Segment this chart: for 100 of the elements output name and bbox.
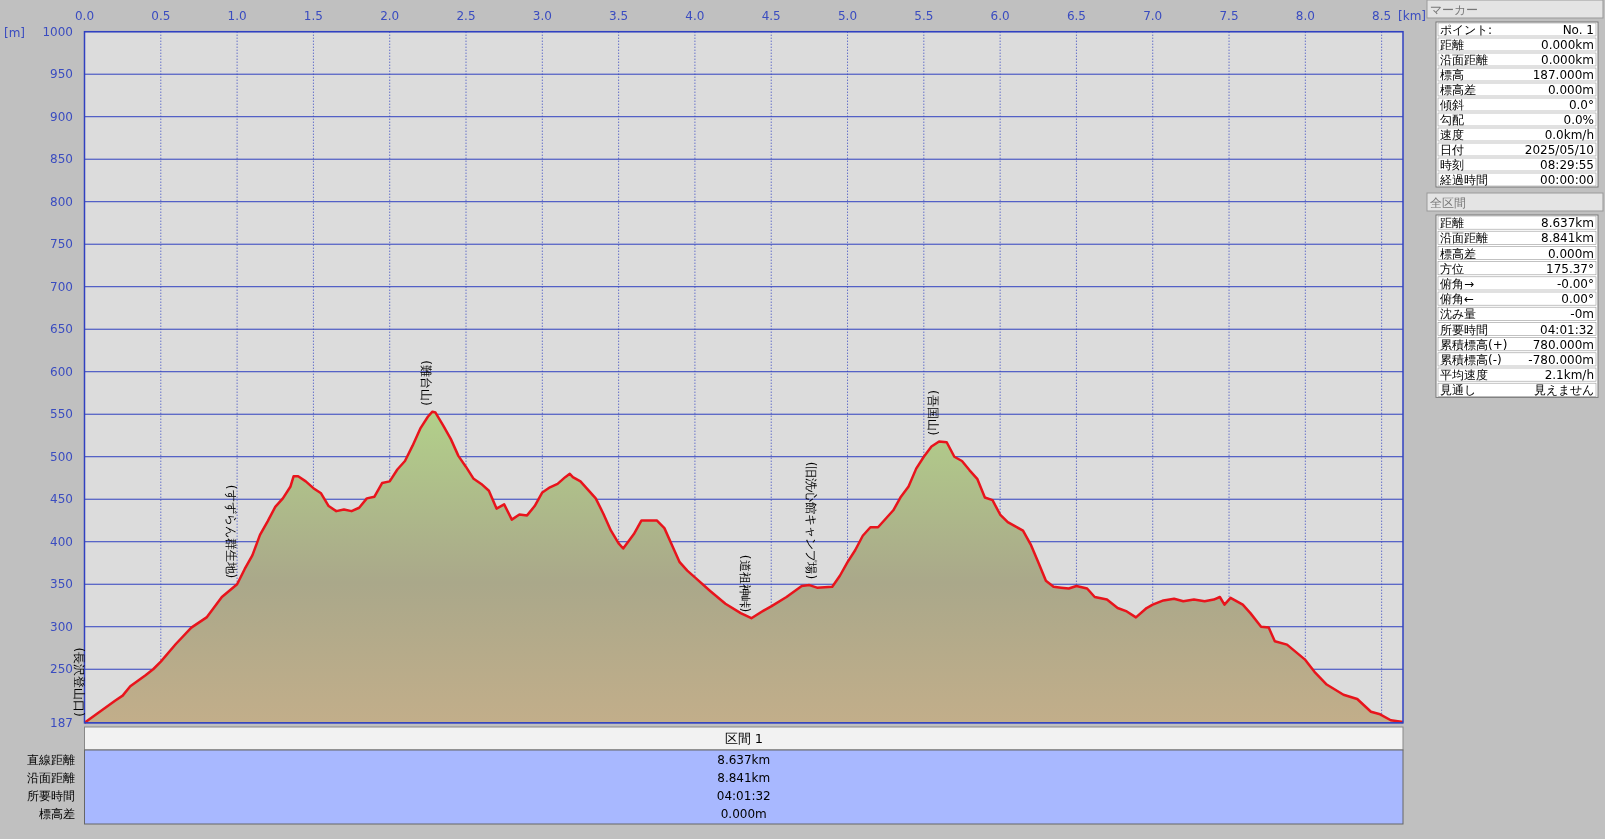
y-tick-label: 400 bbox=[50, 534, 73, 549]
text: 全区間 bbox=[1430, 196, 1466, 210]
text: 平均速度 bbox=[1440, 368, 1488, 383]
text: 8.841km bbox=[717, 771, 771, 785]
y-tick-label: 300 bbox=[50, 619, 73, 634]
text: 区間 1 bbox=[724, 731, 763, 746]
text: 0.000m bbox=[720, 807, 767, 821]
y-tick-label: 187 bbox=[50, 715, 73, 730]
text: マーカー bbox=[1430, 3, 1478, 17]
x-axis-title: [km] bbox=[1398, 9, 1427, 23]
x-tick-label: 5.0 bbox=[837, 9, 858, 23]
text: 沿面距離 bbox=[1440, 231, 1488, 246]
y-tick-label: 750 bbox=[50, 237, 73, 252]
text: 0.0km/h bbox=[1544, 128, 1594, 142]
text: 速度 bbox=[1440, 128, 1464, 142]
text: 2.1km/h bbox=[1544, 368, 1594, 383]
text: 標高差 bbox=[1440, 246, 1476, 261]
y-tick-label: 450 bbox=[50, 492, 73, 507]
x-tick-label: 6.5 bbox=[1066, 9, 1086, 23]
y-tick-label: 600 bbox=[50, 364, 73, 379]
x-tick-label: 0.0 bbox=[74, 9, 95, 23]
text: 187.000m bbox=[1532, 68, 1594, 82]
text: 0.000m bbox=[1547, 246, 1594, 261]
y-tick-label: 850 bbox=[50, 152, 73, 167]
annotation: (道祖神峠) bbox=[738, 554, 753, 613]
annotation: (長沢登山口) bbox=[71, 647, 86, 717]
text: -0.00° bbox=[1556, 277, 1594, 291]
text: 勾配 bbox=[1440, 113, 1464, 127]
text: No. 1 bbox=[1562, 23, 1594, 37]
annotation: (吾国山) bbox=[926, 390, 941, 436]
text: 標高 bbox=[1440, 68, 1464, 82]
y-tick-label: 1000 bbox=[42, 24, 73, 39]
x-tick-label: 7.0 bbox=[1143, 9, 1163, 23]
x-tick-label: 4.0 bbox=[685, 9, 705, 23]
y-tick-label: 500 bbox=[50, 449, 73, 464]
text: 累積標高(+) bbox=[1440, 337, 1508, 352]
text: 0.000km bbox=[1541, 38, 1594, 52]
text: 距離 bbox=[1440, 216, 1464, 231]
annotation: (難台山) bbox=[419, 360, 434, 406]
x-tick-label: 8.0 bbox=[1295, 9, 1315, 23]
text: 日付 bbox=[1440, 143, 1464, 157]
text: 累積標高(-) bbox=[1440, 353, 1502, 367]
y-tick-label: 550 bbox=[50, 407, 73, 422]
text: 0.000km bbox=[1541, 53, 1594, 67]
y-tick-label: 700 bbox=[50, 279, 73, 294]
x-tick-label: 0.5 bbox=[151, 9, 171, 23]
y-tick-label: 900 bbox=[50, 109, 73, 124]
text: ポイント: bbox=[1440, 23, 1493, 37]
text: 俯角← bbox=[1440, 292, 1475, 307]
text: 方位 bbox=[1440, 261, 1464, 276]
text: 沿面距離 bbox=[27, 771, 75, 785]
text: 標高差 bbox=[1440, 83, 1476, 97]
x-tick-label: 3.0 bbox=[532, 9, 552, 23]
x-tick-label: 5.5 bbox=[914, 9, 934, 23]
annotation: (旧洗心館キャンプ場) bbox=[804, 461, 818, 580]
annotation: (すずらん群生地) bbox=[224, 484, 239, 579]
y-tick-label: 800 bbox=[50, 194, 73, 209]
text: 2025/05/10 bbox=[1524, 143, 1594, 157]
text: 沿面距離 bbox=[1440, 53, 1488, 67]
x-tick-label: 1.5 bbox=[303, 9, 323, 23]
y-tick-label: 350 bbox=[50, 577, 73, 592]
text: 08:29:55 bbox=[1540, 158, 1594, 172]
text: -780.000m bbox=[1528, 353, 1594, 367]
text: 0.0° bbox=[1568, 98, 1594, 112]
x-tick-label: 2.5 bbox=[456, 9, 476, 23]
x-tick-label: 7.5 bbox=[1219, 9, 1239, 23]
y-axis-title: [m] bbox=[4, 26, 26, 40]
text: 8.637km bbox=[1541, 216, 1594, 231]
text: 所要時間 bbox=[27, 789, 75, 803]
text: 見えません bbox=[1534, 383, 1594, 398]
text: 8.637km bbox=[717, 753, 771, 767]
x-tick-label: 1.0 bbox=[227, 9, 247, 23]
text: 直線距離 bbox=[27, 753, 75, 767]
text: 俯角→ bbox=[1440, 277, 1475, 291]
x-tick-label: 4.5 bbox=[761, 9, 781, 23]
text: 04:01:32 bbox=[1540, 322, 1594, 337]
text: 距離 bbox=[1440, 38, 1464, 52]
text: 所要時間 bbox=[1440, 322, 1488, 337]
y-tick-label: 250 bbox=[50, 662, 73, 677]
text: 傾斜 bbox=[1440, 98, 1464, 112]
x-tick-label: 8.5 bbox=[1372, 9, 1392, 23]
text: 8.841km bbox=[1541, 231, 1594, 246]
text: 04:01:32 bbox=[716, 789, 771, 803]
text: 時刻 bbox=[1440, 158, 1464, 172]
text: 00:00:00 bbox=[1540, 173, 1594, 187]
text: 780.000m bbox=[1532, 337, 1594, 352]
y-tick-label: 950 bbox=[50, 67, 73, 82]
text: 見通し bbox=[1440, 383, 1476, 398]
text: 0.00° bbox=[1561, 292, 1594, 307]
text: -0m bbox=[1570, 307, 1594, 322]
text: 175.37° bbox=[1546, 261, 1594, 276]
text: 0.0% bbox=[1563, 113, 1594, 127]
y-tick-label: 650 bbox=[50, 322, 73, 337]
text: 0.000m bbox=[1547, 83, 1594, 97]
x-tick-label: 6.0 bbox=[990, 9, 1010, 23]
text: 経過時間 bbox=[1439, 173, 1488, 187]
x-tick-label: 3.5 bbox=[609, 9, 629, 23]
text: 沈み量 bbox=[1440, 307, 1476, 322]
text: 標高差 bbox=[39, 807, 75, 821]
x-tick-label: 2.0 bbox=[380, 9, 400, 23]
